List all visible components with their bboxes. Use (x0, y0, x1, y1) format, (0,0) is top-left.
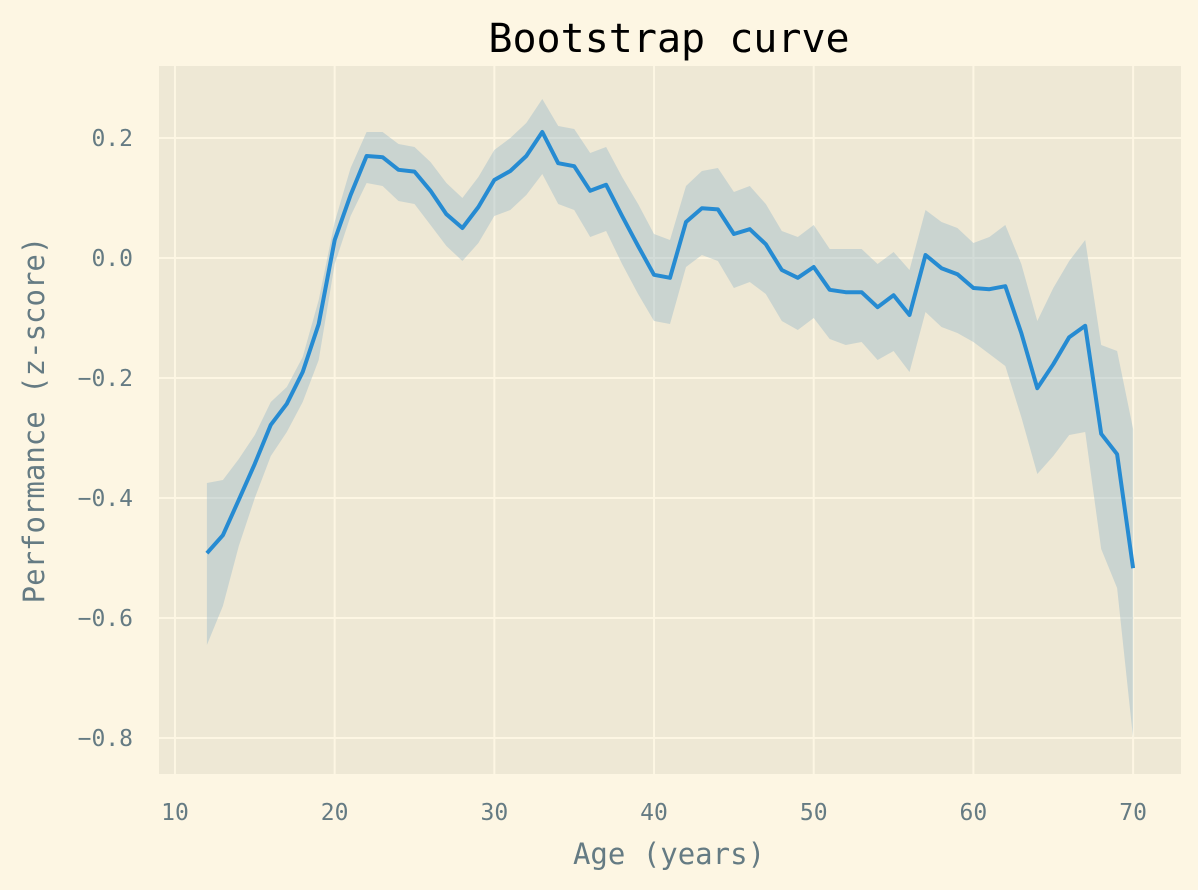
y-axis-label: Performance (z-score) (17, 237, 51, 604)
gridlines (159, 66, 1181, 774)
x-tick-label: 30 (480, 800, 508, 826)
chart-title: Bootstrap curve (488, 16, 849, 62)
x-tick-label: 50 (800, 800, 828, 826)
y-tick-label: −0.4 (78, 486, 133, 512)
y-tick-label: −0.2 (78, 366, 133, 392)
y-tick-label: −0.8 (78, 726, 133, 752)
x-tick-labels: 10 20 30 40 50 60 70 (161, 800, 1147, 826)
x-tick-label: 70 (1119, 800, 1147, 826)
y-tick-label: 0.0 (91, 246, 133, 272)
y-tick-label: 0.2 (91, 126, 133, 152)
x-tick-label: 60 (960, 800, 988, 826)
x-axis-label: Age (years) (573, 837, 765, 871)
y-tick-label: −0.6 (78, 606, 133, 632)
plot-area (159, 66, 1181, 774)
x-tick-label: 20 (321, 800, 349, 826)
x-tick-label: 10 (161, 800, 189, 826)
mean-curve-line (205, 130, 1136, 569)
y-tick-labels: 0.2 0.0 −0.2 −0.4 −0.6 −0.8 (78, 126, 133, 752)
x-tick-label: 40 (640, 800, 668, 826)
